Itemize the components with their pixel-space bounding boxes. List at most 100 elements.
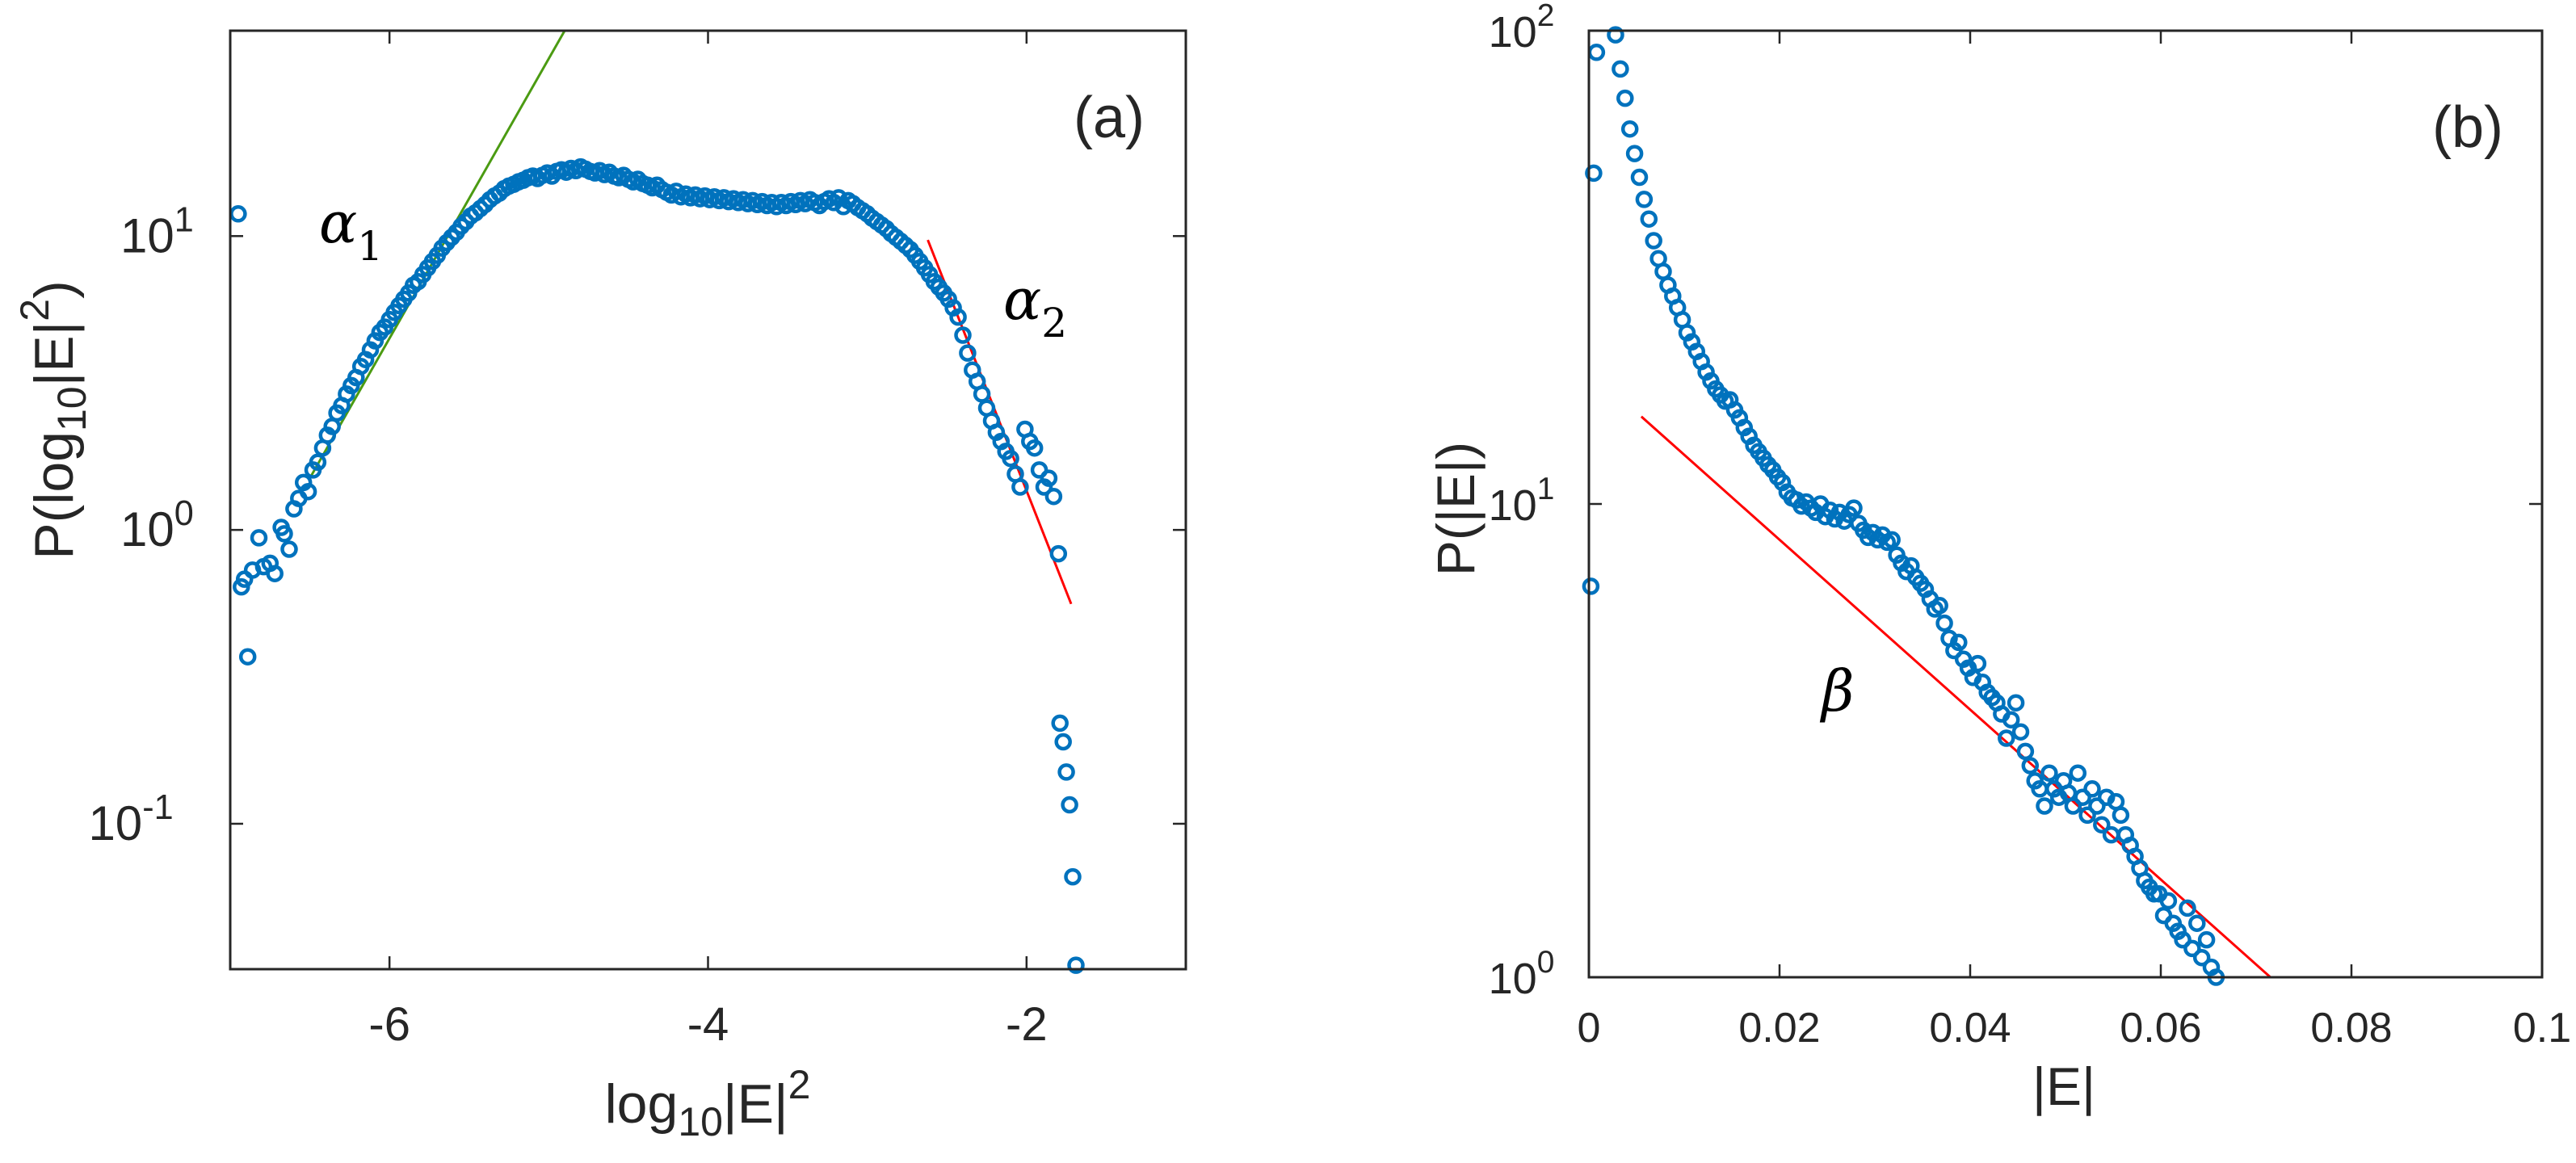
- y-tick-label: 100: [120, 494, 194, 556]
- panel-b-data-point: [2021, 757, 2040, 775]
- panel-b-data-point: [2174, 930, 2191, 949]
- x-tick-label: 0.1: [2513, 1005, 2571, 1052]
- annotation-alpha-1: α1: [319, 190, 383, 270]
- panel-b-data-point: [2159, 892, 2178, 910]
- panel-b-data-point: [2197, 930, 2216, 949]
- panel-a-data-point: [1049, 544, 1068, 563]
- panel-a-data-point: [1040, 469, 1058, 487]
- panel-b-data-point: [2049, 788, 2068, 806]
- panel-b-data-point: [2064, 797, 2082, 815]
- panel-a-ylabel-prefix: P(log: [23, 431, 85, 560]
- panel-b-data-point: [1935, 614, 1953, 632]
- annotation-alpha-2-sub: 2: [1041, 300, 1067, 346]
- panel-a-data-point: [1011, 478, 1029, 496]
- panel-b: 0 0.02 0.04 0.06 0.08 0.1 100 101 102 (b) |E| P(…: [1426, 0, 2571, 1116]
- panel-a-data-point: [1061, 796, 1078, 814]
- panel-b-data-point: [1640, 210, 1658, 228]
- panel-a-data-point: [309, 453, 327, 472]
- panel-b-data-point: [2088, 797, 2106, 815]
- panel-b-data-point: [1635, 191, 1654, 208]
- panel-b-data-point: [2036, 797, 2053, 815]
- panel-b-data-point: [2083, 780, 2101, 798]
- panel-b-data-point: [1607, 26, 1624, 44]
- annotation-beta: β: [1819, 658, 1854, 724]
- x-tick-label: -6: [368, 998, 410, 1051]
- panel-b-data-point: [2016, 742, 2035, 761]
- panel-a-data-point: [1002, 449, 1019, 468]
- panel-a-y-axis-label: P(log10|E|2): [12, 280, 95, 560]
- panel-b-data-point: [1950, 633, 1968, 652]
- panel-a-markers: [229, 157, 1085, 974]
- panel-a-data-point: [275, 525, 293, 543]
- panel-a-data-point: [250, 529, 268, 547]
- x-tick-label: 0.06: [2120, 1005, 2201, 1052]
- panel-b-data-point: [1620, 120, 1639, 138]
- y-tick-label: 101: [120, 200, 194, 262]
- panel-b-fit-line-1: [1640, 415, 2271, 977]
- panel-a-x-axis-label: log10|E|2: [605, 1062, 811, 1144]
- panel-a-data-point: [1057, 763, 1075, 781]
- panel-a-xlabel-sub: 10: [678, 1099, 723, 1144]
- panel-b-label: (b): [2432, 95, 2503, 160]
- panel-b-ticks: 0 0.02 0.04 0.06 0.08 0.1 100 101 102: [1489, 0, 2572, 1052]
- x-tick-label: 0.08: [2310, 1005, 2392, 1052]
- y-tick-label: 100: [1489, 945, 1555, 1003]
- panel-a-data-point: [238, 648, 257, 665]
- panel-b-data-point: [2093, 816, 2111, 833]
- panel-a-xlabel-rest: |E|: [723, 1073, 788, 1135]
- panel-b-data-point: [1625, 145, 1644, 162]
- panel-a-data-point: [1044, 487, 1063, 506]
- panel-b-data-point: [2007, 694, 2025, 712]
- panel-b-data-point: [1931, 597, 1948, 615]
- annotation-alpha-1-symbol: α: [319, 190, 357, 256]
- panel-a-data-point: [1051, 714, 1069, 733]
- panel-a-data-point: [954, 326, 972, 344]
- annotation-alpha-1-sub: 1: [357, 223, 383, 270]
- panel-a-data-point: [1067, 956, 1085, 974]
- panel-b-data-point: [2002, 711, 2020, 728]
- panel-b-data-point: [1645, 232, 1662, 250]
- panel-a-data-point: [1025, 439, 1044, 457]
- panel-b-y-axis-label: P(|E|): [1426, 442, 1486, 576]
- panel-b-data-point: [1998, 729, 2015, 747]
- x-tick-label: 0: [1578, 1005, 1601, 1052]
- panel-a-data-point: [338, 385, 355, 403]
- panel-b-data-point: [2078, 806, 2096, 825]
- panel-b-data-point: [1883, 531, 1901, 549]
- y-tick-label: 101: [1489, 472, 1555, 530]
- panel-b-data-point: [1630, 168, 1649, 187]
- panel-b-data-point: [2183, 939, 2201, 958]
- panel-a-data-point: [1064, 867, 1082, 886]
- panel-b-data-point: [1845, 499, 1863, 517]
- panel-b-data-point: [2011, 723, 2030, 741]
- panel-b-data-point: [1969, 654, 1987, 673]
- panel-b-data-point: [2192, 948, 2211, 967]
- panel-a-data-point: [299, 482, 317, 501]
- panel-a-data-point: [949, 308, 967, 326]
- panel-b-data-point: [2188, 914, 2206, 932]
- panel-b-data-point: [2112, 806, 2130, 825]
- panel-a-data-point: [1054, 733, 1072, 751]
- panel-b-data-point: [2069, 764, 2087, 782]
- panel-a-xlabel-sup: 2: [788, 1062, 811, 1107]
- panel-b-markers: [1582, 26, 2225, 986]
- panel-b-data-point: [2179, 899, 2196, 917]
- x-tick-label: -4: [687, 998, 729, 1051]
- panel-a-xlabel-base: log: [605, 1073, 679, 1135]
- y-tick-label: 10-1: [88, 788, 173, 850]
- panel-a-ylabel-sub: 10: [49, 386, 95, 431]
- panel-a-data-point: [280, 540, 298, 558]
- panel-b-data-point: [1612, 60, 1629, 78]
- annotation-alpha-2-symbol: α: [1003, 267, 1041, 333]
- panel-b-data-point: [2074, 788, 2091, 806]
- panel-a-ylabel-sup: 2: [12, 299, 57, 321]
- panel-a-data-point: [266, 565, 284, 582]
- panel-a-ticks: -6 -4 -2 10-1 100 101: [88, 31, 1186, 1051]
- annotation-alpha-2: α2: [1003, 267, 1067, 346]
- panel-b-x-axis-label: |E|: [2032, 1056, 2095, 1116]
- panel-a-ylabel-suffix: ): [23, 280, 85, 299]
- panel-b-data-point: [1616, 89, 1634, 107]
- x-tick-label: 0.04: [1929, 1005, 2011, 1052]
